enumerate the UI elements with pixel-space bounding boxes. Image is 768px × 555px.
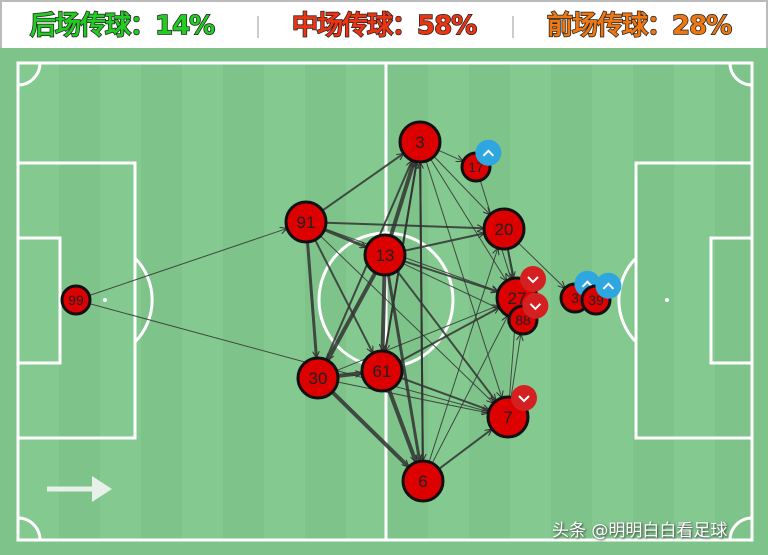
player-number: 99 [68,292,84,308]
pass-line [320,235,493,403]
player-number: 20 [495,220,514,239]
attack-direction-arrow-icon [47,476,112,502]
pass-line [438,428,492,470]
pass-line [89,228,287,296]
sub-on-chevron-up-icon [475,139,502,166]
player-number: 91 [297,213,316,232]
pass-line [400,376,489,410]
player-number: 17 [468,159,484,175]
pass-line [403,260,498,292]
player-number: 13 [376,246,395,265]
pass-line [428,248,498,463]
player-node[interactable]: 61 [360,349,404,393]
player-node[interactable]: 3 [398,120,442,164]
player-number: 88 [515,312,531,328]
players: 3 17 20 91 13 27 88 3 39 99 30 61 7 6 [60,120,622,503]
player-number: 3 [415,133,424,152]
pass-line [431,316,508,464]
back-pass-stat: 后场传球：14% [29,10,216,42]
pass-line [383,274,387,351]
pass-line [517,242,565,288]
pass-line [387,389,418,463]
pass-network [89,149,565,470]
sub-off-chevron-down-icon [520,266,546,292]
player-node[interactable]: 17 [460,139,502,183]
pass-line [425,160,502,398]
pass-line [389,161,416,237]
sub-off-chevron-down-icon [522,292,549,319]
pass-line [321,152,403,212]
pass-line [306,241,317,358]
pass-line [337,373,362,378]
pass-line [438,149,463,161]
player-number: 7 [503,408,512,427]
pass-line [325,271,378,361]
divider [512,16,514,38]
player-node[interactable]: 88 [507,292,549,336]
pitch: 3 17 20 91 13 27 88 3 39 99 30 61 7 6 [0,48,768,555]
mid-pass-stat: 中场传球：58% [291,10,478,42]
watermark: 头条 @明明白白看足球 [552,521,728,541]
pass-line [420,162,424,462]
player-number: 30 [309,369,328,388]
pass-line [336,305,499,372]
pass-line [404,233,485,252]
pass-line [325,221,484,229]
pitch-lines [16,61,754,542]
divider [257,16,259,38]
player-node[interactable]: 13 [363,233,407,277]
pass-zone-header: 后场传球：14% 中场传球：58% 前场传球：28% [0,0,768,48]
pass-line [433,156,490,214]
player-node[interactable]: 30 [296,356,340,400]
pass-line [314,239,374,353]
player-node[interactable]: 20 [482,207,526,251]
player-number: 61 [373,362,392,381]
player-number: 39 [588,292,604,308]
sub-off-chevron-down-icon [511,385,537,411]
pass-line [330,390,411,469]
player-number: 6 [418,472,427,491]
pass-line [337,381,489,413]
pass-line [323,228,366,249]
player-node[interactable]: 99 [60,284,92,316]
pass-line [510,334,521,398]
player-number: 3 [571,290,579,306]
player-node[interactable]: 6 [401,459,445,503]
player-number: 27 [508,289,527,308]
pass-line [324,228,498,291]
front-pass-stat: 前场传球：28% [546,10,733,42]
sub-on-chevron-up-icon [595,272,622,299]
player-node[interactable]: 39 [580,272,622,316]
player-node[interactable]: 91 [284,200,328,244]
pass-line [399,306,500,363]
player-node[interactable]: 7 [486,385,537,439]
